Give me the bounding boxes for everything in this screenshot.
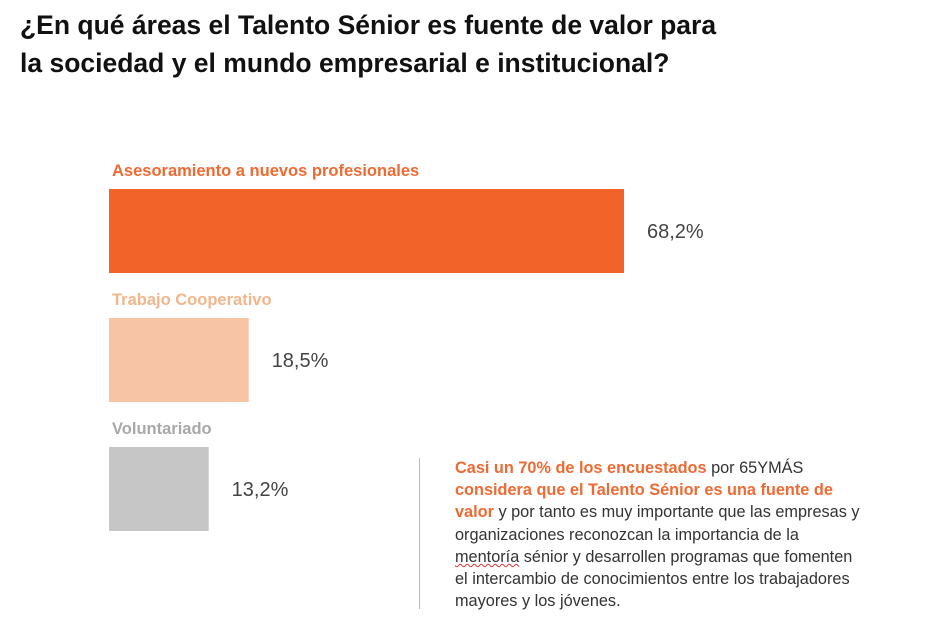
bar [109, 447, 209, 531]
note-line: mayores y los jóvenes. [455, 590, 860, 612]
note-line: organizaciones reconozcan la importancia… [455, 524, 860, 546]
note-text: Casi un 70% de los encuestados por 65YMÁ… [455, 457, 860, 612]
note-segment: mentoría [455, 547, 520, 566]
highlight-text: valor [455, 503, 494, 522]
bar [109, 189, 624, 273]
note-line: Casi un 70% de los encuestados por 65YMÁ… [455, 457, 860, 479]
value-label: 18,5% [272, 350, 329, 372]
bar [109, 318, 249, 402]
divider [419, 458, 420, 609]
title-line-1: ¿En qué áreas el Talento Sénior es fuent… [20, 10, 717, 40]
note-segment: y por tanto es muy importante que las em… [493, 503, 860, 522]
note-line: valor y por tanto es muy importante que … [455, 501, 860, 523]
note-line: considera que el Talento Sénior es una f… [455, 479, 860, 501]
category-label: Asesoramiento a nuevos profesionales [112, 162, 419, 180]
category-label: Trabajo Cooperativo [112, 291, 272, 309]
value-label: 68,2% [647, 221, 704, 243]
page-title: ¿En qué áreas el Talento Sénior es fuent… [20, 6, 716, 82]
category-label: Voluntariado [112, 420, 212, 438]
note-line: mentoría sénior y desarrollen programas … [455, 546, 860, 568]
highlight-text: Casi un 70% de los encuestados [455, 459, 707, 477]
highlight-text: considera que el Talento Sénior es una f… [455, 481, 833, 500]
note-segment: el intercambio de conocimientos entre lo… [455, 570, 850, 589]
note-segment: organizaciones reconozcan la importancia… [455, 525, 799, 544]
value-label: 13,2% [232, 479, 289, 501]
note-line: el intercambio de conocimientos entre lo… [455, 568, 860, 590]
note-segment: por 65YMÁS [706, 459, 804, 477]
note-segment: sénior y desarrollen programas que fomen… [519, 547, 853, 566]
note-segment: mayores y los jóvenes. [455, 592, 621, 611]
title-line-2: la sociedad y el mundo empresarial e ins… [20, 48, 670, 78]
